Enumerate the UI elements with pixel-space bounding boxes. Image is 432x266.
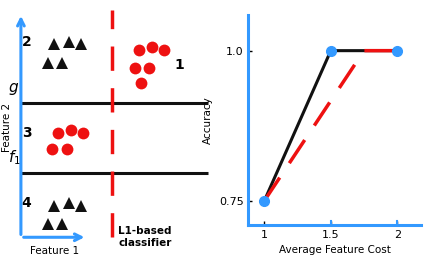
Text: $f_1$: $f_1$ [9, 148, 22, 167]
Text: $g$: $g$ [9, 81, 19, 97]
Text: 1: 1 [175, 58, 184, 72]
Text: 2: 2 [22, 35, 31, 49]
Text: Feature 2: Feature 2 [3, 103, 13, 152]
Text: 4: 4 [22, 196, 31, 210]
Text: L1-based
classifier: L1-based classifier [118, 226, 172, 248]
Text: Feature 1: Feature 1 [29, 246, 79, 256]
X-axis label: Average Feature Cost: Average Feature Cost [279, 245, 391, 255]
Y-axis label: Accuracy: Accuracy [203, 96, 213, 144]
Text: 3: 3 [22, 126, 31, 140]
